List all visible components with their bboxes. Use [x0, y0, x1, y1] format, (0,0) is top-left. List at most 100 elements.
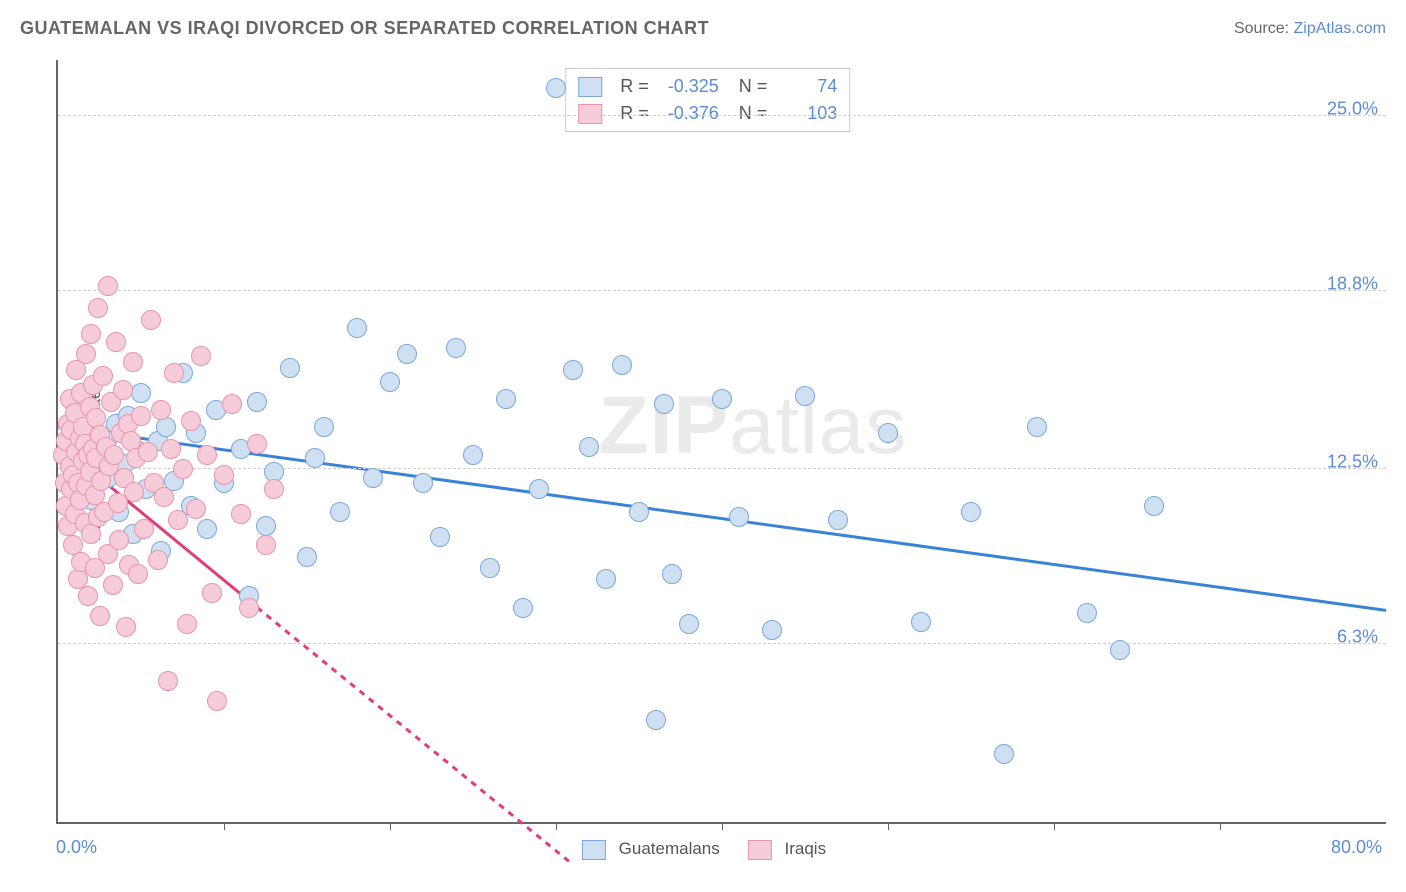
legend-item-guatemalans: Guatemalans	[582, 839, 720, 860]
source-label: Source:	[1234, 20, 1289, 37]
data-point	[134, 519, 154, 539]
n-value: 74	[777, 73, 837, 100]
data-point	[191, 346, 211, 366]
data-point	[1110, 640, 1130, 660]
legend: Guatemalans Iraqis	[582, 839, 826, 860]
data-point	[247, 434, 267, 454]
data-point	[496, 389, 516, 409]
data-point	[214, 465, 234, 485]
data-point	[88, 298, 108, 318]
data-point	[596, 569, 616, 589]
data-point	[280, 358, 300, 378]
x-tick	[1054, 822, 1055, 830]
data-point	[148, 550, 168, 570]
data-point	[629, 502, 649, 522]
data-point	[1144, 496, 1164, 516]
x-axis-max-label: 80.0%	[1331, 837, 1382, 858]
y-tick-label: 6.3%	[1337, 627, 1378, 648]
r-value: -0.376	[659, 100, 719, 127]
data-point	[397, 344, 417, 364]
source-attribution: Source: ZipAtlas.com	[1234, 20, 1386, 38]
data-point	[103, 575, 123, 595]
data-point	[446, 338, 466, 358]
data-point	[164, 363, 184, 383]
n-label: N =	[729, 73, 768, 100]
data-point	[654, 394, 674, 414]
data-point	[202, 583, 222, 603]
data-point	[168, 510, 188, 530]
data-point	[413, 473, 433, 493]
data-point	[66, 360, 86, 380]
data-point	[646, 710, 666, 730]
gridline	[58, 468, 1386, 469]
data-point	[256, 516, 276, 536]
x-tick	[390, 822, 391, 830]
swatch-iraqis	[578, 104, 602, 124]
data-point	[154, 487, 174, 507]
y-tick-label: 18.8%	[1327, 274, 1378, 295]
n-value: 103	[777, 100, 837, 127]
scatter-plot: ZIPatlas R = -0.325 N = 74 R = -0.376 N …	[56, 60, 1386, 824]
data-point	[124, 482, 144, 502]
x-tick	[1220, 822, 1221, 830]
data-point	[828, 510, 848, 530]
data-point	[98, 276, 118, 296]
legend-label: Guatemalans	[619, 839, 720, 858]
data-point	[81, 324, 101, 344]
data-point	[104, 445, 124, 465]
data-point	[128, 564, 148, 584]
data-point	[131, 383, 151, 403]
source-link[interactable]: ZipAtlas.com	[1294, 20, 1386, 37]
data-point	[161, 439, 181, 459]
data-point	[256, 535, 276, 555]
data-point	[380, 372, 400, 392]
gridline	[58, 115, 1386, 116]
data-point	[563, 360, 583, 380]
data-point	[93, 366, 113, 386]
watermark: ZIPatlas	[598, 379, 907, 473]
data-point	[729, 507, 749, 527]
data-point	[76, 344, 96, 364]
data-point	[546, 78, 566, 98]
data-point	[679, 614, 699, 634]
data-point	[1077, 603, 1097, 623]
data-point	[297, 547, 317, 567]
y-tick-label: 12.5%	[1327, 452, 1378, 473]
legend-swatch	[582, 840, 606, 860]
n-label: N =	[729, 100, 768, 127]
data-point	[330, 502, 350, 522]
data-point	[314, 417, 334, 437]
x-tick	[888, 822, 889, 830]
data-point	[363, 468, 383, 488]
data-point	[109, 530, 129, 550]
data-point	[612, 355, 632, 375]
data-point	[106, 332, 126, 352]
data-point	[247, 392, 267, 412]
data-point	[177, 614, 197, 634]
data-point	[173, 459, 193, 479]
data-point	[90, 606, 110, 626]
r-label: R =	[620, 73, 649, 100]
stats-row-iraqis: R = -0.376 N = 103	[578, 100, 837, 127]
data-point	[264, 479, 284, 499]
data-point	[197, 445, 217, 465]
data-point	[78, 586, 98, 606]
gridline	[58, 643, 1386, 644]
data-point	[231, 504, 251, 524]
legend-swatch	[748, 840, 772, 860]
data-point	[181, 411, 201, 431]
chart-header: GUATEMALAN VS IRAQI DIVORCED OR SEPARATE…	[20, 18, 1386, 39]
data-point	[1027, 417, 1047, 437]
x-tick	[556, 822, 557, 830]
data-point	[207, 691, 227, 711]
legend-label: Iraqis	[785, 839, 827, 858]
data-point	[151, 400, 171, 420]
data-point	[579, 437, 599, 457]
data-point	[430, 527, 450, 547]
data-point	[712, 389, 732, 409]
data-point	[116, 617, 136, 637]
gridline	[58, 290, 1386, 291]
r-value: -0.325	[659, 73, 719, 100]
data-point	[911, 612, 931, 632]
x-tick	[224, 822, 225, 830]
